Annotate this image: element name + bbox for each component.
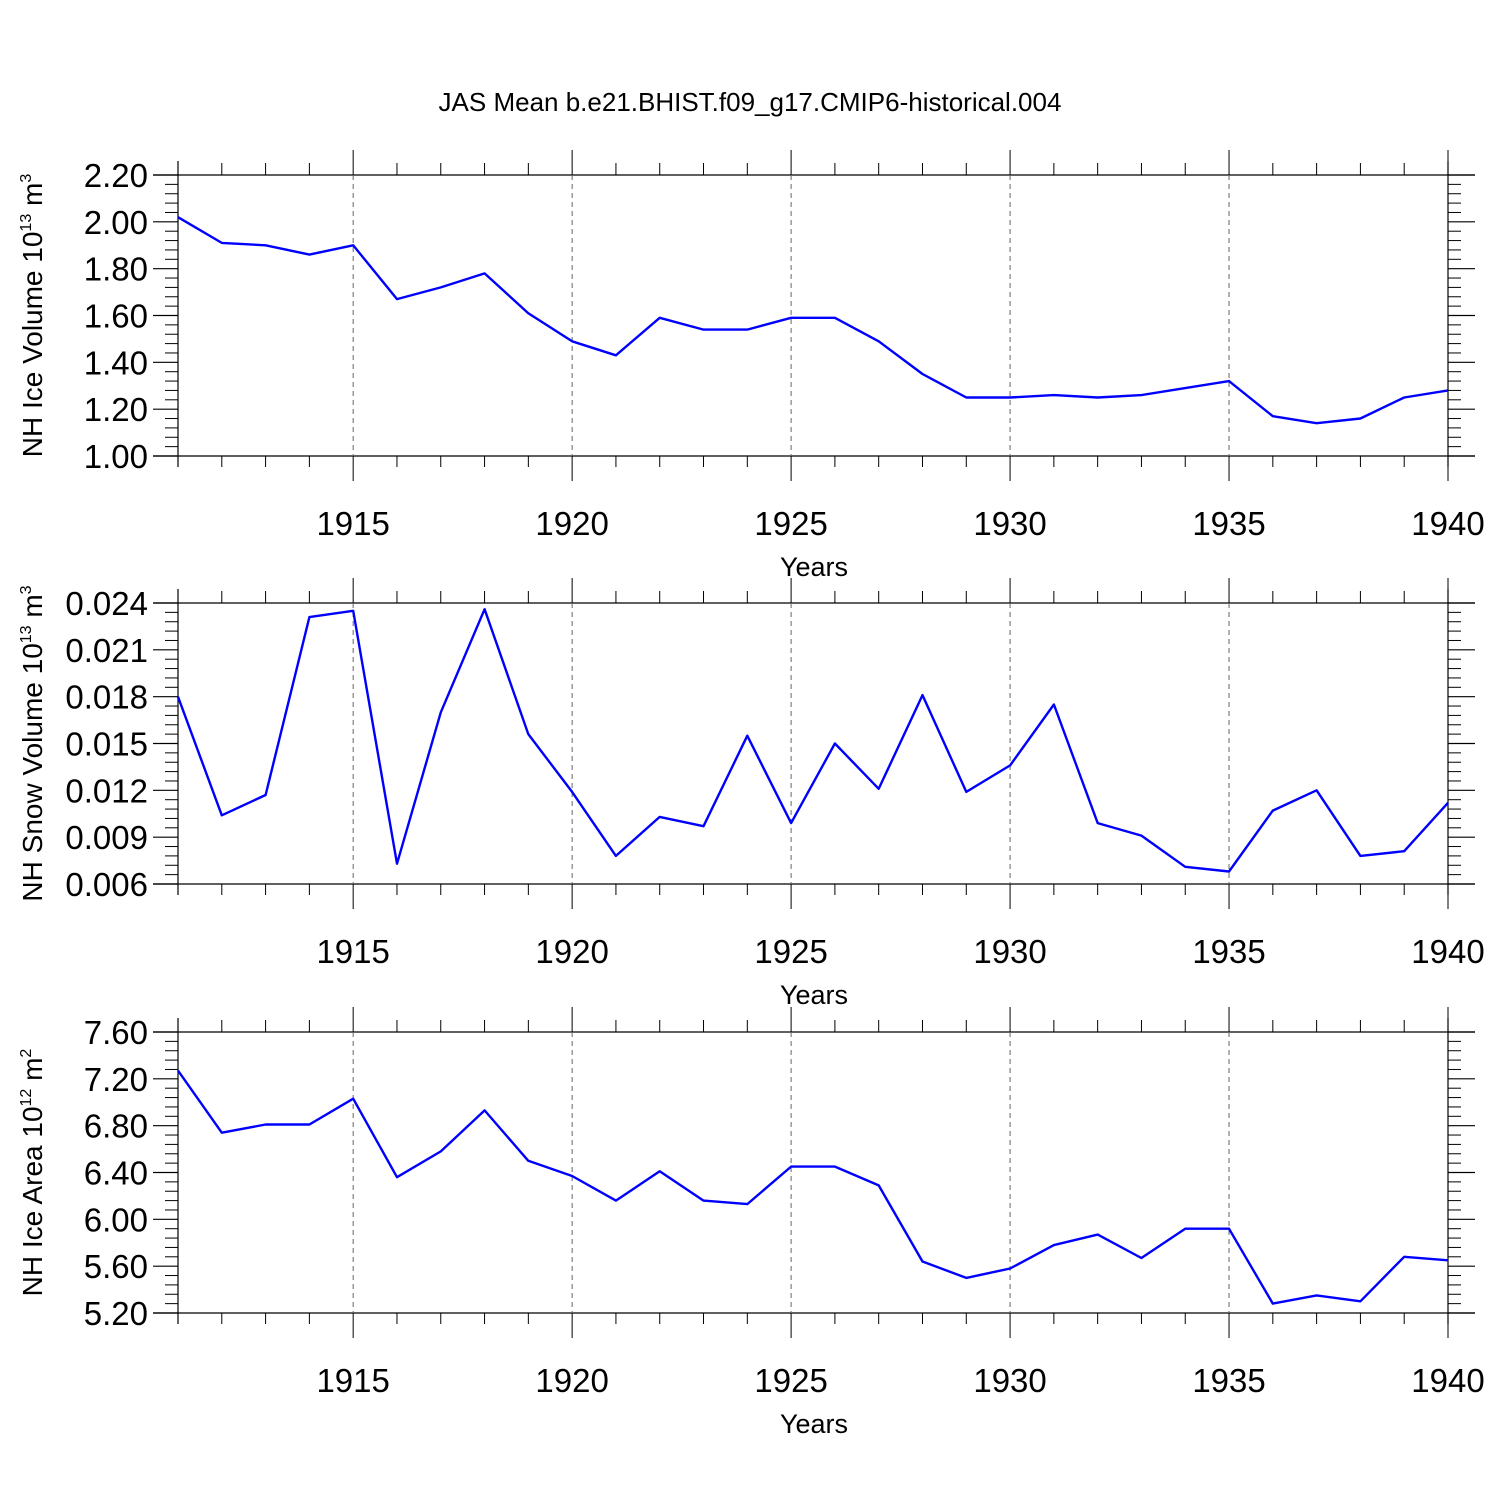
y-tick-label: 2.00 bbox=[84, 204, 148, 241]
y-tick-label: 6.00 bbox=[84, 1201, 148, 1238]
chart-panels: 1.00 1.20 1.40 1.60 1.80 2.00 2.20 1915 1920 1925… bbox=[17, 150, 1485, 1439]
x-axis-label: Years bbox=[780, 1409, 848, 1439]
y-axis-label: NH Ice Volume 1013 m3 bbox=[17, 174, 48, 458]
y-tick-label: 6.80 bbox=[84, 1108, 148, 1145]
x-tick-label: 1925 bbox=[754, 933, 827, 970]
x-tick-label: 1925 bbox=[754, 505, 827, 542]
y-tick-label: 0.018 bbox=[65, 679, 148, 716]
x-tick-label: 1920 bbox=[535, 505, 608, 542]
chart-title: JAS Mean b.e21.BHIST.f09_g17.CMIP6-histo… bbox=[439, 87, 1062, 117]
y-axis-label: NH Ice Area 1012 m2 bbox=[17, 1049, 48, 1297]
panel-1: 1.00 1.20 1.40 1.60 1.80 2.00 2.20 1915 1920 1925… bbox=[17, 150, 1485, 582]
x-tick-label: 1935 bbox=[1192, 505, 1265, 542]
y-tick-label: 0.012 bbox=[65, 772, 148, 809]
y-tick-label: 1.80 bbox=[84, 251, 148, 288]
series-line bbox=[177, 216, 1449, 425]
x-tick-label: 1925 bbox=[754, 1362, 827, 1399]
x-tick-label: 1935 bbox=[1192, 933, 1265, 970]
y-tick-label: 0.015 bbox=[65, 726, 148, 763]
panel-3: 5.20 5.60 6.00 6.40 6.80 7.20 7.60 1915 1920 1925… bbox=[17, 1007, 1485, 1439]
y-tick-label: 2.20 bbox=[84, 157, 148, 194]
y-tick-label: 1.40 bbox=[84, 344, 148, 381]
x-tick-label: 1915 bbox=[316, 1362, 389, 1399]
y-tick-label: 6.40 bbox=[84, 1155, 148, 1192]
x-tick-label: 1920 bbox=[535, 1362, 608, 1399]
panel-2: 0.006 0.009 0.012 0.015 0.018 0.021 0.024 1915 1… bbox=[17, 578, 1485, 1010]
x-tick-label: 1930 bbox=[973, 505, 1046, 542]
x-tick-label: 1940 bbox=[1411, 1362, 1484, 1399]
x-tick-label: 1915 bbox=[316, 505, 389, 542]
x-axis-label: Years bbox=[780, 552, 848, 582]
y-tick-label: 1.00 bbox=[84, 438, 148, 475]
x-axis-label: Years bbox=[780, 980, 848, 1010]
x-tick-label: 1935 bbox=[1192, 1362, 1265, 1399]
x-tick-label: 1920 bbox=[535, 933, 608, 970]
series-line bbox=[177, 1069, 1449, 1305]
y-tick-label: 1.60 bbox=[84, 298, 148, 335]
y-tick-label: 1.20 bbox=[84, 391, 148, 428]
y-axis-label: NH Snow Volume 1013 m3 bbox=[17, 585, 48, 901]
y-tick-label: 0.024 bbox=[65, 585, 148, 622]
x-tick-label: 1930 bbox=[973, 933, 1046, 970]
y-tick-label: 7.60 bbox=[84, 1014, 148, 1051]
x-tick-label: 1940 bbox=[1411, 933, 1484, 970]
y-tick-label: 0.009 bbox=[65, 819, 148, 856]
x-tick-label: 1940 bbox=[1411, 505, 1484, 542]
y-tick-label: 5.20 bbox=[84, 1295, 148, 1332]
y-tick-label: 0.006 bbox=[65, 866, 148, 903]
x-tick-label: 1930 bbox=[973, 1362, 1046, 1399]
series-line bbox=[176, 608, 1449, 873]
y-tick-label: 7.20 bbox=[84, 1061, 148, 1098]
x-tick-label: 1915 bbox=[316, 933, 389, 970]
y-tick-label: 0.021 bbox=[65, 632, 148, 669]
y-tick-label: 5.60 bbox=[84, 1248, 148, 1285]
